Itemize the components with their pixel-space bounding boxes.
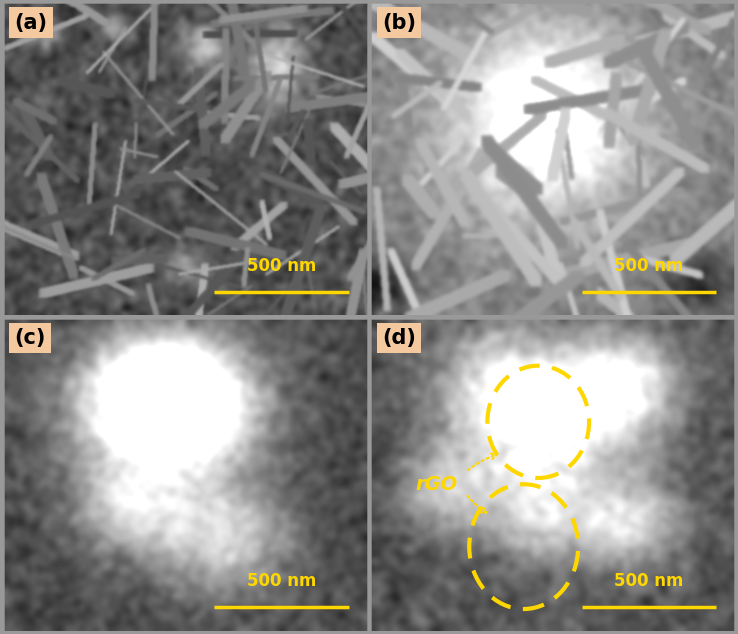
Text: 500 nm: 500 nm	[614, 573, 683, 590]
Text: (d): (d)	[382, 328, 416, 348]
Text: (c): (c)	[15, 328, 46, 348]
Text: rGO: rGO	[415, 475, 458, 494]
Text: 500 nm: 500 nm	[614, 257, 683, 275]
Text: (a): (a)	[15, 13, 47, 32]
Text: 500 nm: 500 nm	[246, 573, 316, 590]
Text: (b): (b)	[382, 13, 416, 32]
Text: 500 nm: 500 nm	[246, 257, 316, 275]
